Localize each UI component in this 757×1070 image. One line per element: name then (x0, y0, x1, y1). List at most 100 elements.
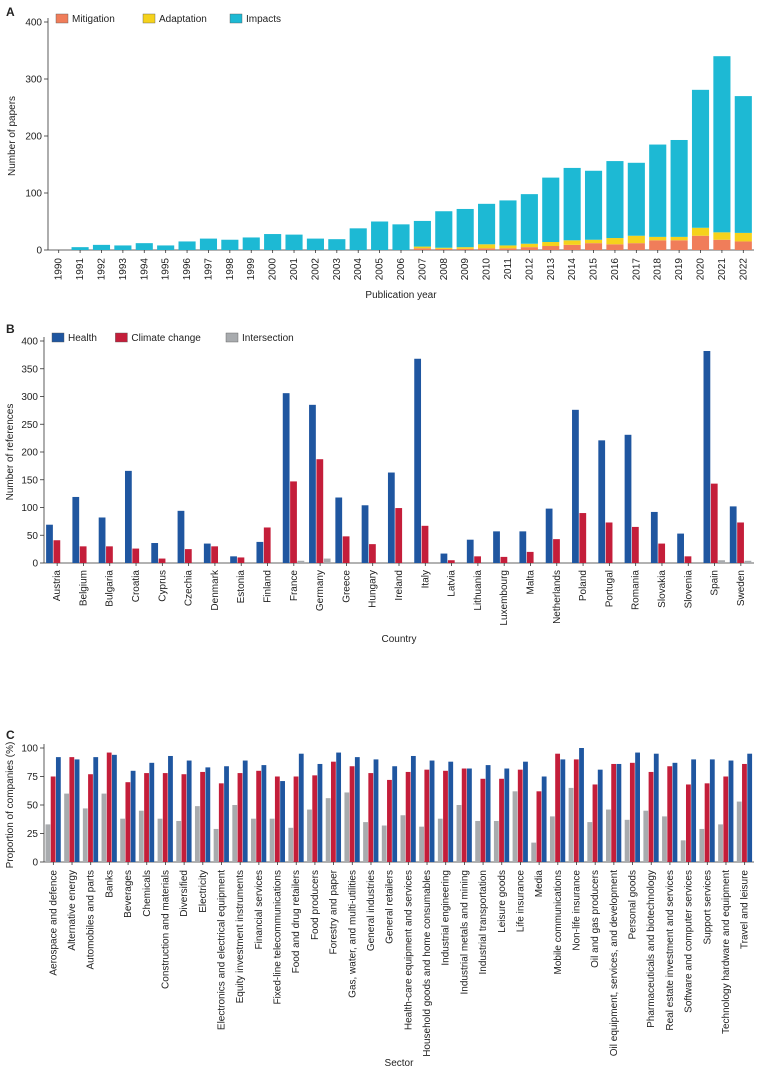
x-tick-label: 2001 (289, 258, 300, 281)
bar-impacts (734, 96, 752, 233)
bar-climate-change (555, 753, 561, 862)
bar-health (149, 762, 155, 862)
bar-climate-change (405, 771, 411, 862)
bar-impacts (328, 239, 346, 250)
bar-mitigation (584, 243, 603, 250)
bar-climate-change (184, 549, 192, 563)
bar-mitigation (670, 240, 688, 250)
bar-health (650, 511, 658, 563)
bar-climate-change (330, 761, 336, 862)
bar-adaptation (584, 239, 603, 244)
x-tick-label: Latvia (447, 570, 458, 597)
x-tick-label: 2017 (631, 258, 642, 281)
bar-climate-change (684, 556, 692, 563)
x-tick-label: Slovenia (683, 570, 694, 609)
bar-impacts (691, 89, 710, 228)
bar-impacts (563, 167, 581, 241)
x-tick-label: 2012 (524, 258, 535, 281)
bar-impacts (606, 161, 624, 239)
bar-climate-change (710, 483, 718, 563)
legend-swatch (115, 332, 128, 343)
y-tick-label: 250 (21, 420, 38, 431)
legend-swatch (142, 13, 156, 24)
bar-health (653, 753, 659, 862)
x-axis-label: Sector (385, 1058, 415, 1069)
bar-intersection (662, 816, 667, 862)
bar-climate-change (88, 774, 93, 862)
bar-mitigation (520, 247, 538, 250)
x-axis-label: Publication year (365, 290, 437, 301)
bar-climate-change (181, 774, 187, 862)
legend-label: Mitigation (72, 14, 115, 25)
bar-impacts (264, 234, 282, 250)
y-axis-label: Proportion of companies (%) (5, 742, 16, 869)
x-tick-label: 1995 (161, 258, 172, 281)
bar-climate-change (474, 556, 481, 563)
bar-health (624, 434, 632, 563)
bar-climate-change (592, 784, 598, 862)
bar-health (298, 753, 304, 862)
bar-adaptation (649, 236, 667, 241)
bar-intersection (624, 819, 630, 862)
bar-health (691, 759, 697, 862)
bar-health (46, 524, 53, 563)
x-tick-label: Leisure goods (497, 870, 508, 933)
bar-health (373, 759, 379, 862)
x-tick-label: Technology hardware and equipment (721, 870, 732, 1034)
bar-health (429, 760, 435, 862)
bar-intersection (120, 818, 126, 862)
y-tick-label: 200 (25, 132, 42, 143)
legend-swatch (225, 332, 239, 343)
x-tick-label: Denmark (210, 569, 221, 611)
x-tick-label: Chemicals (142, 870, 153, 917)
bar-climate-change (658, 543, 666, 563)
x-tick-label: Banks (104, 870, 115, 898)
bar-climate-change (263, 527, 271, 563)
x-tick-label: Luxembourg (499, 570, 510, 626)
bar-health (677, 533, 684, 563)
bar-impacts (135, 243, 153, 250)
bar-impacts (371, 221, 389, 250)
x-tick-label: 2015 (589, 258, 600, 281)
y-tick-label: 25 (27, 829, 39, 840)
bar-impacts (392, 224, 410, 250)
y-tick-label: 0 (32, 559, 38, 570)
bar-health (747, 753, 753, 862)
y-tick-label: 350 (21, 364, 38, 375)
x-tick-label: 2013 (546, 258, 557, 281)
bar-health (523, 761, 528, 862)
x-tick-label: 2000 (268, 258, 279, 281)
x-tick-label: Financial services (254, 870, 265, 949)
bar-climate-change (605, 522, 613, 563)
bar-intersection (194, 806, 200, 862)
x-tick-label: Austria (52, 570, 63, 602)
bar-climate-change (611, 763, 617, 862)
x-tick-label: Travel and leisure (740, 870, 751, 950)
bar-intersection (269, 818, 275, 862)
bar-health (387, 472, 395, 563)
bar-health (560, 759, 566, 862)
x-tick-label: Estonia (236, 570, 247, 604)
y-tick-label: 400 (21, 337, 38, 348)
bar-intersection (400, 815, 406, 862)
x-tick-label: 2019 (674, 258, 685, 281)
x-tick-label: 2016 (610, 258, 621, 281)
bar-impacts (649, 144, 667, 237)
x-tick-label: Diversified (179, 870, 190, 917)
bar-health (448, 761, 454, 862)
x-tick-label: Ireland (394, 570, 405, 601)
bar-climate-change (237, 557, 245, 563)
bar-health (466, 539, 474, 563)
x-tick-label: Media (534, 870, 545, 898)
bar-climate-change (667, 766, 673, 862)
x-axis-label: Country (381, 634, 416, 645)
bar-intersection (288, 827, 294, 862)
x-tick-label: Italy (420, 570, 431, 588)
y-tick-label: 300 (21, 392, 38, 403)
x-tick-label: Poland (578, 570, 589, 601)
bar-mitigation (478, 248, 496, 250)
bar-health (729, 506, 737, 563)
bar-intersection (176, 820, 182, 862)
bar-health (130, 770, 136, 862)
bar-health (205, 767, 211, 862)
